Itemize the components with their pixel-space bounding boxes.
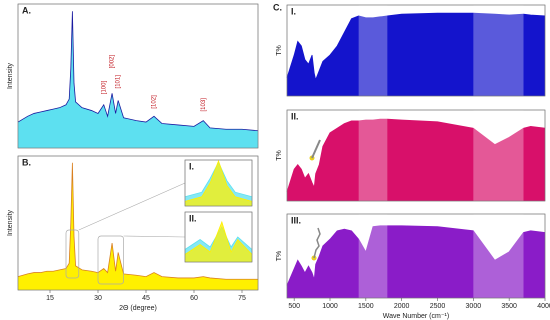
highlight-band: [358, 110, 388, 201]
zoom-line: [123, 235, 186, 238]
x-tick-label: 500: [288, 303, 300, 310]
peak-annotation: [101]: [116, 75, 122, 89]
panel-title: I.: [291, 6, 296, 16]
line: [17, 162, 258, 280]
line: [286, 225, 546, 286]
x-tick-label: 1000: [322, 303, 338, 310]
x-tick-label: 1500: [358, 303, 374, 310]
plot-frame: [286, 213, 546, 299]
highlight-band: [473, 110, 524, 201]
zoom-line: [78, 182, 186, 231]
highlight-band: [358, 5, 388, 96]
x-tick-label: 2500: [430, 303, 446, 310]
line: [286, 118, 546, 193]
x-tick-label: 30: [94, 295, 102, 302]
area-fill: [287, 13, 545, 96]
highlight-band: [473, 5, 524, 96]
molecule-icon: [313, 227, 321, 259]
panel-title: A.: [22, 5, 31, 15]
line: [286, 12, 546, 81]
y-axis-label: Intensity: [7, 209, 14, 236]
plot-frame: [17, 155, 259, 291]
zoom-box: [65, 229, 80, 279]
area-fill: [185, 160, 252, 206]
y-axis-label: T%: [276, 251, 283, 262]
highlight-band: [358, 214, 388, 298]
panel-title: B.: [22, 157, 31, 167]
area-fill: [287, 225, 545, 298]
x-tick-label: 3500: [501, 303, 517, 310]
panel-title: II.: [189, 213, 197, 223]
y-axis-label: T%: [276, 45, 283, 56]
y-axis-label: T%: [276, 150, 283, 161]
molecule-icon: [311, 139, 321, 159]
plot-frame: [184, 159, 253, 207]
zoom-box: [97, 235, 124, 285]
plot-frame: [286, 4, 546, 97]
panel-title: II.: [291, 111, 299, 121]
x-tick-label: 3000: [466, 303, 482, 310]
x-tick-label: 60: [190, 295, 198, 302]
panel-title: III.: [291, 215, 301, 225]
area-fill: [287, 119, 545, 201]
peak-annotation: [100]: [101, 81, 107, 95]
decoration: [309, 139, 321, 261]
peak-annotation: [102]: [152, 95, 158, 109]
x-tick-label: 4000: [537, 303, 550, 310]
x-tick-label: 75: [238, 295, 246, 302]
x-axis-label: Wave Number (cm⁻¹): [383, 313, 449, 320]
line: [184, 159, 253, 202]
y-axis-label: Intensity: [7, 62, 14, 89]
plot-frame: [184, 211, 253, 263]
plot-frame: [17, 3, 259, 149]
x-tick-label: 15: [46, 295, 54, 302]
group-label: C.: [273, 2, 282, 12]
line: [184, 220, 253, 255]
x-tick-label: 45: [142, 295, 150, 302]
x-axis-label: 2Θ (degree): [119, 305, 157, 312]
line: [17, 11, 259, 132]
peak-annotation: [103]: [201, 98, 207, 112]
area-fill: [18, 162, 258, 290]
area-fill: [18, 11, 258, 149]
x-tick-label: 2000: [394, 303, 410, 310]
area-fill: [185, 222, 252, 262]
plot-frame: [286, 109, 546, 202]
highlight-band: [473, 214, 524, 298]
peak-annotation: [002]: [110, 55, 116, 69]
panel-title: I.: [189, 161, 194, 171]
